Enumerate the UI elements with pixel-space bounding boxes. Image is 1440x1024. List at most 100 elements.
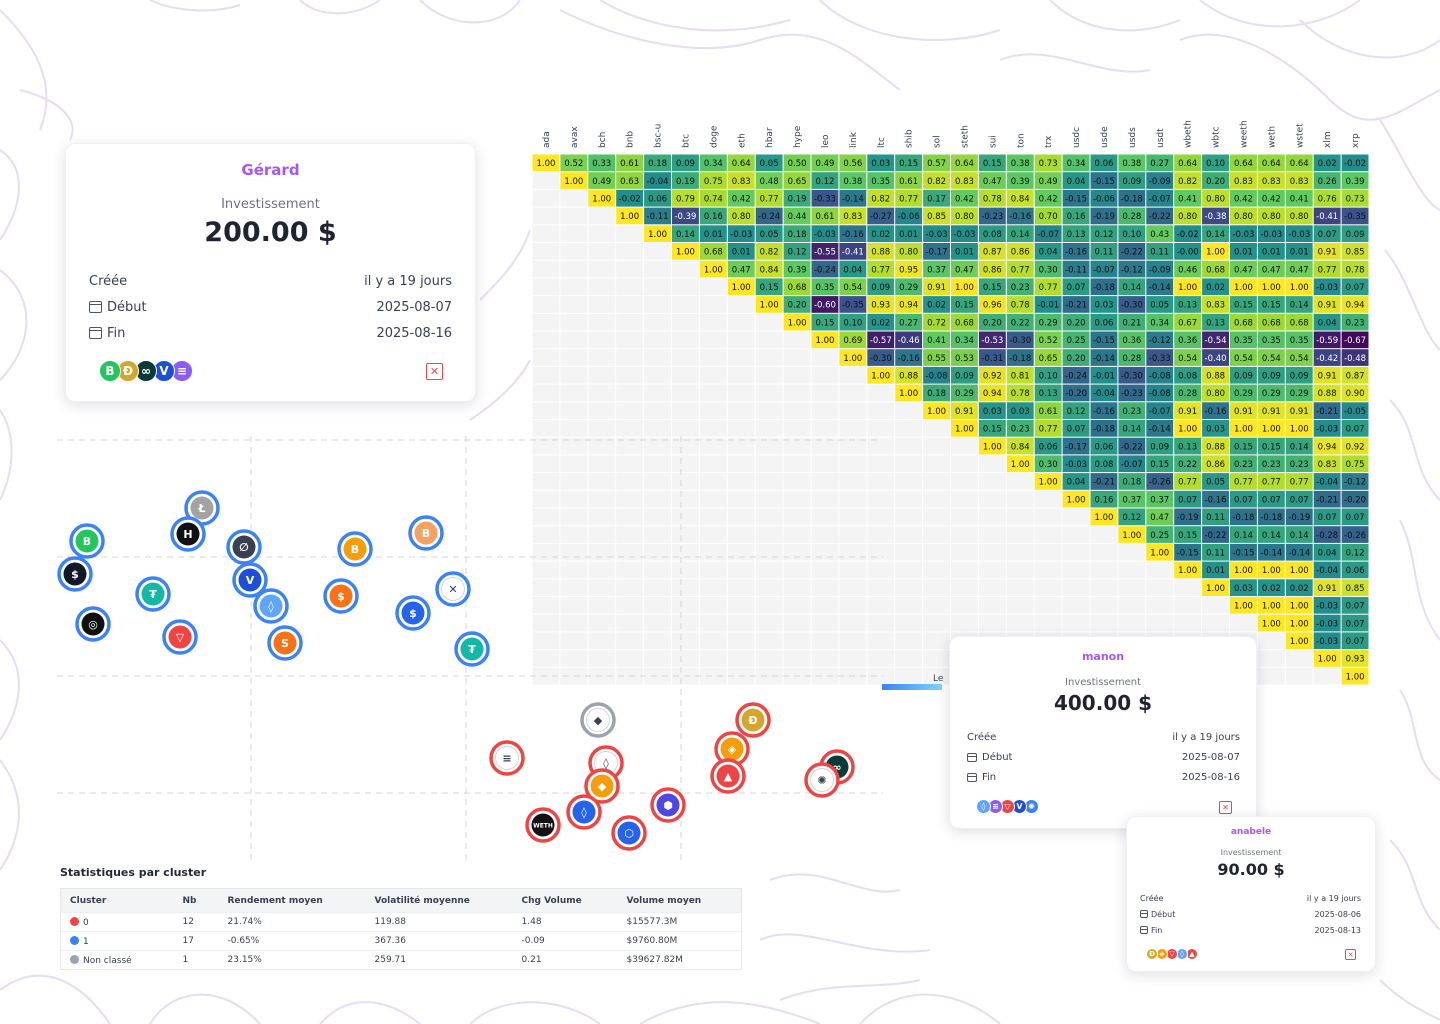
scatter-point-hedera[interactable]: H [170,516,206,552]
scatter-point-wrapped-eth[interactable]: WETH [525,807,561,843]
scatter-point-solana[interactable]: ≡ [489,740,525,776]
scatter-point-sui[interactable]: ◊ [253,588,289,624]
heatmap-empty-cell [839,455,867,473]
heatmap-cell-value: -0.03 [1316,283,1338,293]
chg-volume-cell: -0.09 [512,931,618,951]
heatmap-cell [923,384,950,402]
heatmap-empty-cell [811,614,839,632]
heatmap-empty-cell [1146,597,1174,614]
scatter-point-stellar[interactable]: ∅ [226,529,262,565]
delete-icon[interactable]: ✕ [1345,949,1356,960]
portfolio-card-gerard[interactable]: Gérard Investissement 200.00 $ Créée il … [65,143,476,402]
scatter-point-usds[interactable]: $ [57,556,93,592]
scatter-point-litecoin[interactable]: Ł [184,490,220,526]
portfolio-card-anabele[interactable]: anabele Investissement 90.00 $ Créée il … [1126,816,1376,972]
heatmap-cell-value: 0.68 [788,283,807,293]
heatmap-empty-cell [755,384,783,402]
heatmap-cell [1285,384,1313,402]
delete-icon[interactable]: ✕ [1219,801,1232,814]
scatter-point-bitcoin-cash[interactable]: B [69,523,105,559]
scatter-point-tether[interactable]: ₮ [135,576,171,612]
heatmap-empty-cell [727,473,755,490]
heatmap-cell-value: -0.40 [1205,354,1227,364]
scatter-point-ethereum[interactable]: ◆ [580,702,616,738]
created-value: il y a 19 jours [364,273,452,289]
heatmap-cell-value: 0.80 [1234,212,1253,222]
heatmap-cell [1285,614,1313,632]
heatmap-empty-cell [811,526,839,543]
heatmap-cell-value: 0.78 [1011,389,1030,399]
scatter-point-weeth[interactable]: ⬢ [650,787,686,823]
scatter-point-avalanche[interactable]: ▲ [710,758,746,794]
heatmap-cell [1202,154,1229,172]
heatmap-cell [1285,260,1313,278]
heatmap-cell-value: 0.42 [1234,194,1253,204]
heatmap-cell-value: 0.14 [676,230,695,240]
scatter-point-wbeth[interactable]: ◆ [584,768,620,804]
start-row: Début 2025-08-07 [967,747,1240,767]
heatmap-cell-value: -0.67 [1344,336,1366,346]
scatter-point-cardano[interactable]: ✺ [804,762,840,798]
heatmap-cell [1062,243,1090,260]
heatmap-cell-value: 1.00 [1262,619,1281,629]
heatmap-cell-value: -0.26 [1149,478,1171,488]
heatmap-cell-value: 1.00 [1011,460,1030,470]
heatmap-empty-cell [560,243,588,260]
heatmap-cell-value: 0.28 [1178,389,1197,399]
scatter-point-bsc-usd[interactable]: ₮ [454,631,490,667]
scatter-point-chainlink[interactable]: ⬡ [611,815,647,851]
heatmap-cell [1174,172,1202,189]
heatmap-cell [672,225,699,242]
heatmap-cell [978,296,1006,313]
scatter-point-usd-coin[interactable]: $ [395,595,431,631]
scatter-point-usde[interactable]: $ [323,578,359,614]
heatmap-cell [1146,366,1174,384]
heatmap-cell [895,313,923,331]
heatmap-cell [1034,189,1062,207]
heatmap-empty-cell [951,561,978,579]
portfolio-card-manon[interactable]: manon Investissement 400.00 $ Créée il y… [949,636,1257,829]
heatmap-empty-cell [588,526,616,543]
scatter-point-dogecoin[interactable]: Ð [735,702,771,738]
scatter-point-bitcoin[interactable]: B [337,531,373,567]
heatmap-empty-cell [699,632,727,650]
heatmap-empty-cell [644,384,671,402]
heatmap-cell-value: 0.85 [1346,584,1365,594]
heatmap-empty-cell [672,543,699,561]
heatmap-empty-cell [895,526,923,543]
scatter-point-tron[interactable]: ▽ [162,619,198,655]
heatmap-cell-value: 0.64 [1178,159,1197,169]
heatmap-empty-cell [895,597,923,614]
heatmap-cell [1062,313,1090,331]
heatmap-empty-cell [644,561,671,579]
heatmap-cell-value: 0.07 [1346,637,1365,647]
scatter-point-binance-coin[interactable]: ◈ [714,731,750,767]
heatmap-empty-cell [672,508,699,526]
heatmap-empty-cell [923,420,950,437]
heatmap-cell [1257,473,1285,490]
heatmap-cell-value: -0.01 [1037,301,1059,311]
heatmap-empty-cell [532,172,560,189]
scatter-point-staked-ether[interactable]: ◊ [566,794,602,830]
heatmap-cell [1034,366,1062,384]
heatmap-cell-value: 0.84 [1011,442,1030,452]
scatter-point-shiba-inu[interactable]: S [267,625,303,661]
heatmap-cell [978,225,1006,242]
heatmap-cell-value: 0.44 [788,212,807,222]
delete-icon[interactable]: ✕ [426,363,443,380]
tron-icon [168,625,192,649]
heatmap-cell [1230,225,1257,242]
heatmap-cell-value: 0.39 [1011,177,1030,187]
heatmap-cell [1230,597,1257,614]
heatmap-empty-cell [1230,614,1257,632]
scatter-point-vechain[interactable]: V [232,562,268,598]
heatmap-cell-value: 1.00 [1206,248,1225,258]
heatmap-cell-value: -0.03 [1260,230,1282,240]
heatmap-cell [978,349,1006,366]
scatter-point-xrp[interactable]: ✕ [435,571,471,607]
scatter-point-wrapped-bitcoin[interactable]: B [408,515,444,551]
heatmap-empty-cell [1285,650,1313,667]
scatter-point-leo[interactable]: ◎ [75,606,111,642]
heatmap-cell-value: 0.15 [1234,442,1253,452]
coin-glyph: ◈ [728,743,737,756]
